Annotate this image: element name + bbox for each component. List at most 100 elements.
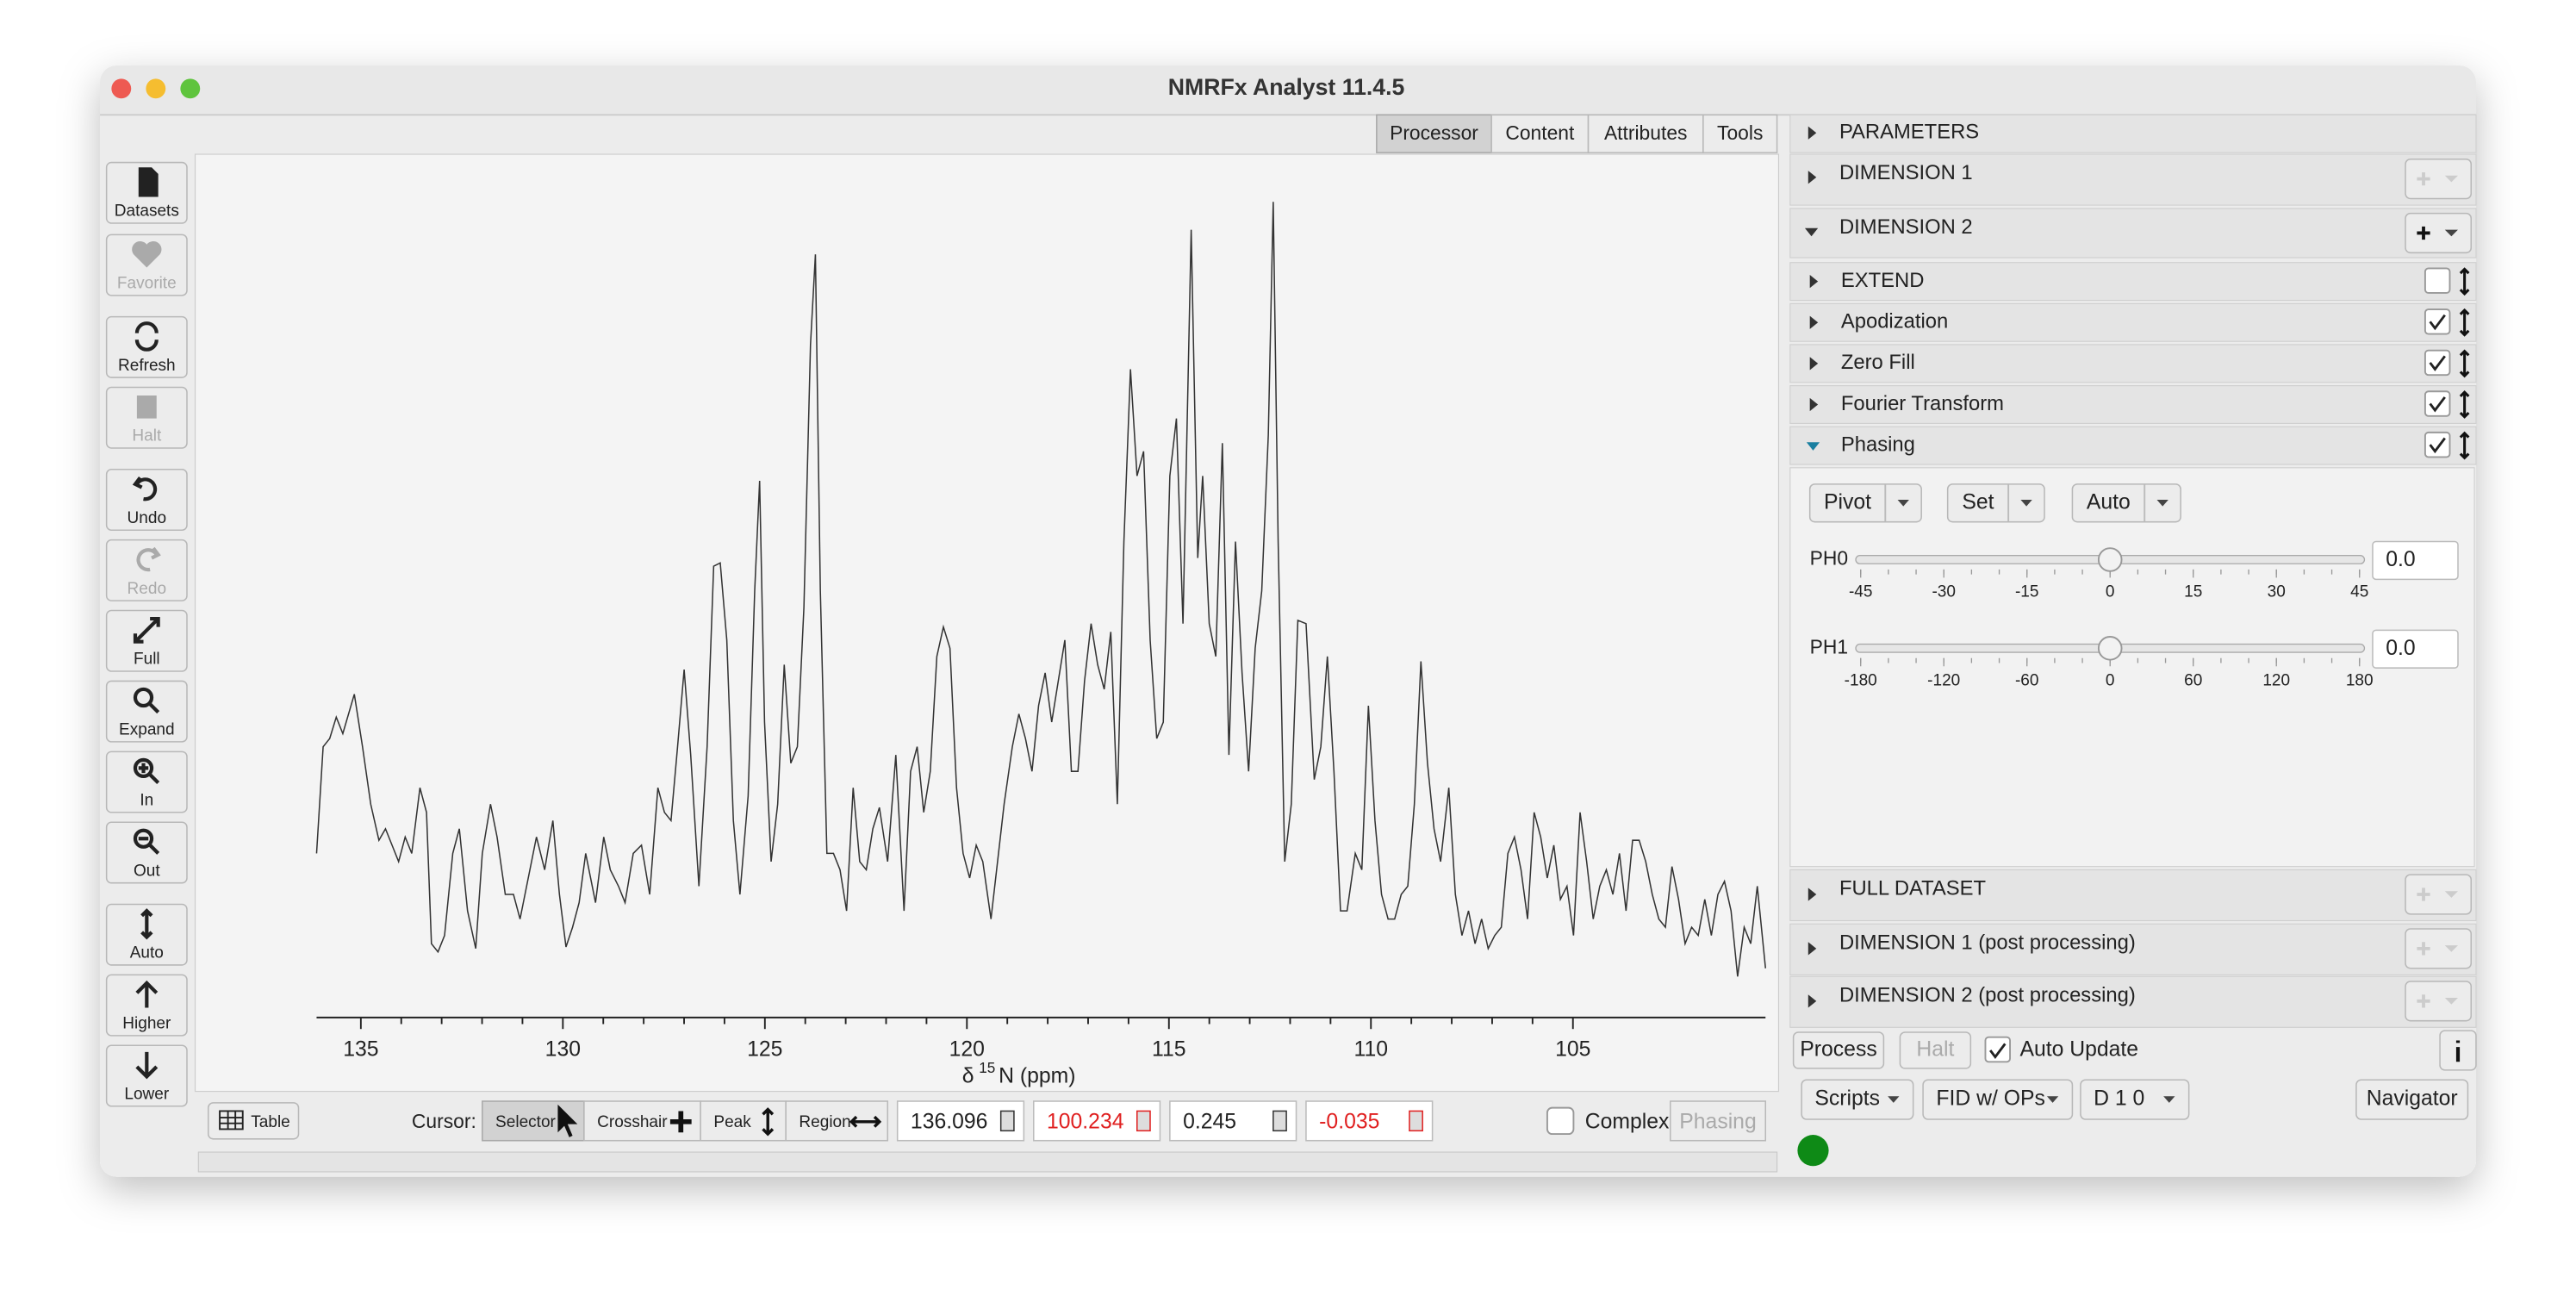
section-title: DIMENSION 2 (post processing): [1839, 983, 2136, 1006]
toolbar-icon: [138, 167, 159, 197]
phasing-panel: [1789, 467, 2475, 868]
toolbar-label: In: [140, 791, 153, 809]
toolbar-button[interactable]: [105, 680, 188, 743]
slider-tick-label: -120: [1927, 671, 1960, 689]
menu-label: D 1 0: [2094, 1087, 2144, 1111]
toolbar-button[interactable]: [105, 821, 188, 884]
checkmark: [2429, 355, 2446, 371]
menu-button[interactable]: [1801, 1079, 1914, 1120]
toolbar-button[interactable]: [105, 751, 188, 813]
cursor-mode[interactable]: [785, 1100, 889, 1142]
collapsed-arrow[interactable]: [1808, 994, 1817, 1008]
tab[interactable]: [1702, 114, 1778, 153]
operation-name: Phasing: [1841, 433, 1915, 456]
phase-value-field[interactable]: [2372, 629, 2459, 669]
section-header[interactable]: [1789, 869, 2477, 922]
phase-menu-button[interactable]: [1946, 483, 2045, 523]
menu-button[interactable]: [1922, 1079, 2074, 1120]
add-menu-button[interactable]: [2405, 212, 2473, 254]
operation-row[interactable]: [1789, 262, 2477, 302]
move-handle[interactable]: [2459, 308, 2470, 337]
operation-checkbox[interactable]: [2424, 267, 2451, 294]
cursor-field-value: 136.096: [911, 1110, 987, 1133]
x-axis-label: δ 15 N (ppm): [962, 1058, 1076, 1087]
phase-menu-button[interactable]: [2071, 483, 2181, 523]
add-icon: [2417, 171, 2430, 186]
phase-label: PH0: [1810, 547, 1848, 570]
slider-tick-label: 15: [2184, 583, 2202, 601]
crosshair-icon: [669, 1111, 692, 1133]
expanded-arrow[interactable]: [1804, 227, 1819, 237]
toolbar-button[interactable]: [105, 315, 188, 378]
auto-update-checkbox[interactable]: [1984, 1036, 2011, 1063]
operation-row[interactable]: [1789, 302, 2477, 342]
toolbar-label: Expand: [119, 721, 175, 739]
slider-tick-label: 0: [2106, 671, 2115, 689]
operation-row[interactable]: [1789, 385, 2477, 424]
table-label: Table: [251, 1113, 290, 1131]
phase-menu-button[interactable]: [1808, 483, 1922, 523]
tab[interactable]: [1376, 114, 1492, 153]
checkmark: [2429, 396, 2446, 413]
add-icon: [2417, 888, 2430, 901]
move-handle[interactable]: [2459, 390, 2470, 419]
section-header[interactable]: [1789, 208, 2477, 258]
zoom-button[interactable]: [180, 78, 201, 99]
collapsed-arrow[interactable]: [1809, 357, 1819, 371]
add-menu-button: [2405, 928, 2473, 969]
slider-knob[interactable]: [2097, 636, 2123, 661]
add-icon: [2417, 994, 2430, 1008]
complex-checkbox[interactable]: [1546, 1106, 1575, 1136]
tab[interactable]: [1490, 114, 1590, 153]
menu-label: FID w/ OPs: [1936, 1087, 2045, 1111]
slider-knob[interactable]: [2097, 547, 2123, 572]
collapsed-arrow[interactable]: [1808, 171, 1817, 184]
x-tick-label: 135: [343, 1038, 378, 1062]
selector-icon: [557, 1104, 578, 1137]
navigator-label: Navigator: [2367, 1087, 2458, 1111]
expanded-arrow[interactable]: [1806, 442, 1820, 451]
toolbar-label: Lower: [124, 1085, 169, 1103]
menu-button[interactable]: [2080, 1079, 2190, 1120]
minimize-button[interactable]: [146, 78, 166, 99]
section-header[interactable]: [1789, 923, 2477, 975]
peak-icon: [762, 1107, 775, 1137]
operation-row[interactable]: [1789, 344, 2477, 383]
move-handle[interactable]: [2459, 349, 2470, 378]
collapsed-arrow[interactable]: [1809, 315, 1819, 329]
process-button[interactable]: [1792, 1031, 1885, 1069]
collapsed-arrow[interactable]: [1808, 888, 1817, 901]
add-icon: [2417, 226, 2430, 240]
x-tick-label: 115: [1152, 1038, 1185, 1062]
operation-checkbox[interactable]: [2424, 349, 2451, 377]
operation-checkbox[interactable]: [2424, 431, 2451, 458]
x-label-isotope: 15: [979, 1058, 995, 1075]
operation-checkbox[interactable]: [2424, 308, 2451, 335]
collapsed-arrow[interactable]: [1809, 275, 1819, 289]
collapsed-arrow[interactable]: [1809, 397, 1819, 412]
operation-row[interactable]: [1789, 426, 2477, 465]
phase-value: 0.0: [2386, 548, 2415, 571]
operation-checkbox[interactable]: [2424, 390, 2451, 417]
move-handle[interactable]: [2459, 431, 2470, 460]
collapsed-arrow[interactable]: [1808, 126, 1817, 140]
toolbar-label: Full: [134, 651, 160, 669]
toolbar-button[interactable]: [105, 609, 188, 672]
cursor-mode[interactable]: [700, 1100, 787, 1142]
dropdown-arrow: [2156, 499, 2168, 507]
toolbar-label: Out: [134, 862, 160, 880]
move-handle[interactable]: [2459, 267, 2470, 296]
section-header[interactable]: [1789, 114, 2477, 153]
operation-name: Fourier Transform: [1841, 392, 2004, 415]
section-header[interactable]: [1789, 153, 2477, 206]
section-header[interactable]: [1789, 975, 2477, 1028]
close-button[interactable]: [111, 78, 132, 99]
tab-label: Tools: [1717, 121, 1763, 144]
navigator-button[interactable]: [2355, 1079, 2469, 1120]
cursor-mode-label: Region: [799, 1113, 850, 1131]
toolbar-icon: [133, 757, 160, 784]
collapsed-arrow[interactable]: [1808, 942, 1817, 956]
phase-value-field[interactable]: [2372, 540, 2459, 581]
phase-menu-label: Pivot: [1824, 490, 1871, 514]
tab[interactable]: [1587, 114, 1704, 153]
